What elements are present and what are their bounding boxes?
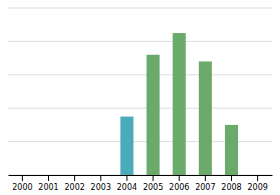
x-tick: 2004 (117, 175, 137, 192)
bar (251, 175, 264, 176)
bar (147, 55, 160, 175)
x-tick: 2003 (91, 175, 111, 192)
x-tick-label: 2007 (195, 183, 215, 192)
x-tick-mark (74, 175, 75, 181)
x-tick: 2007 (195, 175, 215, 192)
grid (8, 8, 272, 175)
x-tick-label: 2004 (117, 183, 137, 192)
x-tick: 2006 (169, 175, 189, 192)
bar (16, 175, 29, 176)
x-tick-label: 2001 (38, 183, 58, 192)
x-tick-mark (153, 175, 154, 181)
x-tick-label: 2000 (12, 183, 32, 192)
x-tick-mark (126, 175, 127, 181)
x-tick: 2009 (247, 175, 267, 192)
bar (94, 175, 107, 176)
plot: 2000 2001 2002 2003 2004 2005 2006 2007 2008 2009 (8, 8, 273, 192)
grid-line (8, 108, 272, 109)
x-tick: 2005 (143, 175, 163, 192)
x-tick-label: 2005 (143, 183, 163, 192)
bar (199, 61, 212, 175)
grid-line (8, 8, 272, 9)
x-tick: 2008 (221, 175, 241, 192)
x-tick-mark (205, 175, 206, 181)
x-tick: 2001 (38, 175, 58, 192)
bar (120, 117, 133, 175)
x-tick-mark (231, 175, 232, 181)
bar (42, 175, 55, 176)
x-tick-mark (179, 175, 180, 181)
x-tick-label: 2006 (169, 183, 189, 192)
x-tick-mark (48, 175, 49, 181)
x-tick-label: 2009 (247, 183, 267, 192)
x-tick-mark (257, 175, 258, 181)
x-tick: 2000 (12, 175, 32, 192)
x-tick-label: 2008 (221, 183, 241, 192)
x-tick-label: 2002 (64, 183, 84, 192)
bar (173, 33, 186, 175)
bar (225, 125, 238, 175)
grid-line (8, 41, 272, 42)
x-axis: 2000 2001 2002 2003 2004 2005 2006 2007 2008 2009 (9, 175, 273, 192)
x-tick: 2002 (64, 175, 84, 192)
x-tick-label: 2003 (91, 183, 111, 192)
grid-line (8, 74, 272, 75)
x-tick-mark (100, 175, 101, 181)
x-tick-mark (22, 175, 23, 181)
bar (68, 175, 81, 176)
bars (120, 33, 238, 175)
chart: 2000 2001 2002 2003 2004 2005 2006 2007 2008 2009 (0, 0, 280, 195)
